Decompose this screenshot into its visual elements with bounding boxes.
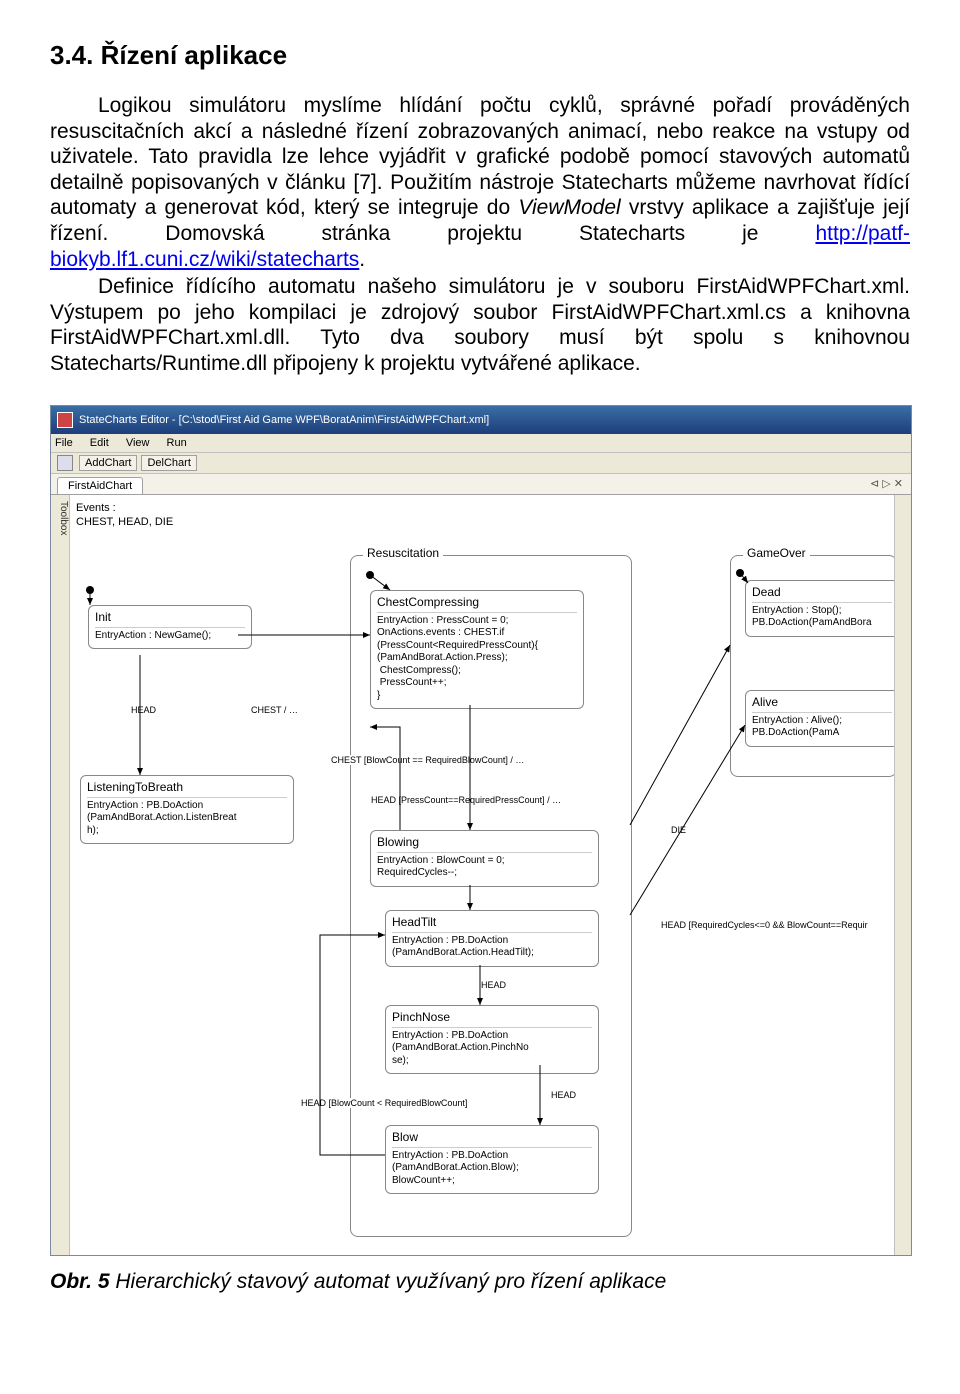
statecharts-editor-screenshot: StateCharts Editor - [C:\stod\First Aid … bbox=[50, 405, 912, 1256]
paragraph-2: Definice řídícího automatu našeho simulá… bbox=[50, 274, 910, 376]
superstate-gameover-title: GameOver bbox=[743, 546, 810, 560]
state-pinchnose[interactable]: PinchNose EntryAction : PB.DoAction (Pam… bbox=[385, 1005, 599, 1075]
section-heading: 3.4. Řízení aplikace bbox=[50, 40, 910, 71]
trans-head-presscount: HEAD [PressCount==RequiredPressCount] / … bbox=[370, 795, 562, 805]
tab-close-icon[interactable]: ⊲ ▷ ✕ bbox=[870, 477, 903, 490]
trans-head-required: HEAD [RequiredCycles<=0 && BlowCount==Re… bbox=[660, 920, 869, 930]
menu-view[interactable]: View bbox=[126, 437, 150, 449]
trans-init-chest: CHEST / … bbox=[250, 705, 299, 715]
superstate-resuscitation-title: Resuscitation bbox=[363, 546, 443, 560]
state-listeningtobreath[interactable]: ListeningToBreath EntryAction : PB.DoAct… bbox=[80, 775, 294, 845]
menubar: File Edit View Run bbox=[51, 434, 911, 453]
delchart-button[interactable]: DelChart bbox=[141, 455, 196, 471]
trans-head2: HEAD bbox=[550, 1090, 577, 1100]
state-init[interactable]: Init EntryAction : NewGame(); bbox=[88, 605, 252, 650]
vertical-scrollbar[interactable] bbox=[894, 495, 911, 1255]
tab-firstaidchart[interactable]: FirstAidChart bbox=[57, 477, 143, 494]
state-dead[interactable]: Dead EntryAction : Stop(); PB.DoAction(P… bbox=[745, 580, 894, 637]
state-blow[interactable]: Blow EntryAction : PB.DoAction (PamAndBo… bbox=[385, 1125, 599, 1195]
trans-die: DIE bbox=[670, 825, 687, 835]
menu-run[interactable]: Run bbox=[167, 437, 187, 449]
app-icon bbox=[57, 412, 73, 428]
diagram-canvas[interactable]: Events : CHEST, HEAD, DIE Resuscitation … bbox=[70, 495, 894, 1255]
menu-edit[interactable]: Edit bbox=[90, 437, 109, 449]
window-titlebar: StateCharts Editor - [C:\stod\First Aid … bbox=[51, 406, 911, 434]
trans-head1: HEAD bbox=[480, 980, 507, 990]
paragraph-1: Logikou simulátoru myslíme hlídání počtu… bbox=[50, 93, 910, 272]
toolbox-panel[interactable]: Toolbox bbox=[51, 495, 70, 1255]
events-label: Events : CHEST, HEAD, DIE bbox=[76, 501, 173, 530]
trans-init-head: HEAD bbox=[130, 705, 157, 715]
trans-head-blowlt: HEAD [BlowCount < RequiredBlowCount] bbox=[300, 1098, 468, 1108]
state-headtilt[interactable]: HeadTilt EntryAction : PB.DoAction (PamA… bbox=[385, 910, 599, 967]
state-blowing[interactable]: Blowing EntryAction : BlowCount = 0; Req… bbox=[370, 830, 599, 887]
trans-chest-blow: CHEST [BlowCount == RequiredBlowCount] /… bbox=[330, 755, 525, 765]
state-alive[interactable]: Alive EntryAction : Alive(); PB.DoAction… bbox=[745, 690, 894, 747]
addchart-button[interactable]: AddChart bbox=[79, 455, 137, 471]
toolbar-icon bbox=[57, 455, 73, 471]
toolbar: AddChart DelChart bbox=[51, 453, 911, 474]
tabstrip: FirstAidChart ⊲ ▷ ✕ bbox=[51, 474, 911, 495]
state-chestcompressing[interactable]: ChestCompressing EntryAction : PressCoun… bbox=[370, 590, 584, 710]
figure-caption: Obr. 5 Hierarchický stavový automat využ… bbox=[50, 1270, 910, 1294]
window-title: StateCharts Editor - [C:\stod\First Aid … bbox=[79, 414, 489, 426]
menu-file[interactable]: File bbox=[55, 437, 73, 449]
